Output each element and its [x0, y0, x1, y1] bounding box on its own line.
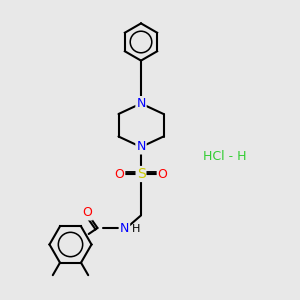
Text: HCl - H: HCl - H — [203, 149, 247, 163]
Text: H: H — [132, 224, 140, 235]
Text: O: O — [115, 167, 124, 181]
Text: N: N — [136, 140, 146, 154]
Text: O: O — [158, 167, 167, 181]
Text: S: S — [136, 167, 146, 181]
Text: O: O — [82, 206, 92, 220]
Text: N: N — [120, 221, 129, 235]
Text: N: N — [136, 97, 146, 110]
